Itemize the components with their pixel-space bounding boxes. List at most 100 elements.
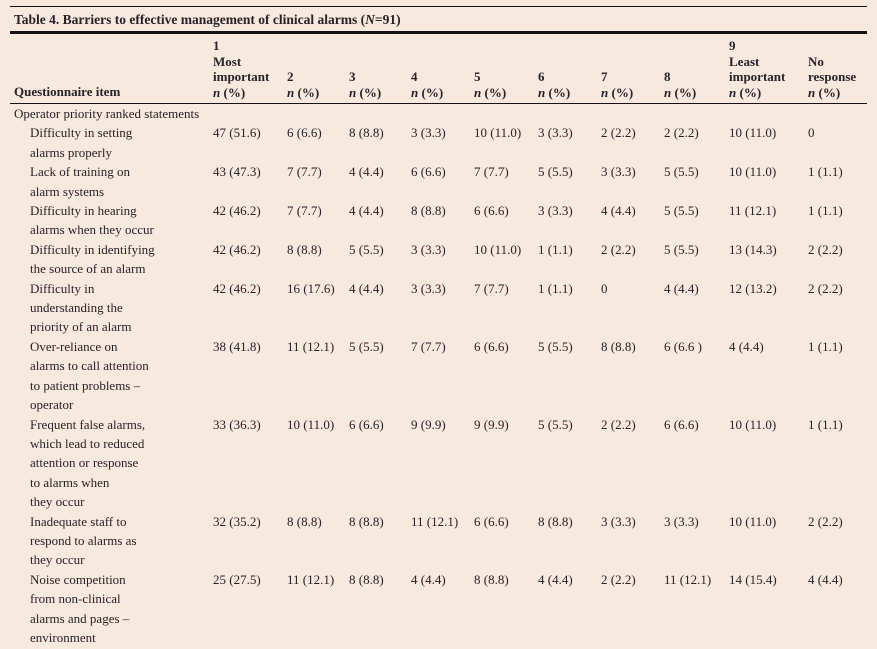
- cell-rank1: 25 (27.5): [213, 571, 261, 587]
- header-row: Questionnaire item 1 Most important n (%…: [10, 34, 867, 104]
- cell-no-response: 1 (1.1): [808, 416, 843, 432]
- cell-rank7: 2 (2.2): [601, 571, 636, 587]
- cell-rank1: 32 (35.2): [213, 513, 261, 529]
- cell-rank2: 11 (12.1): [287, 571, 335, 587]
- cell-no-response: 1 (1.1): [808, 164, 843, 180]
- cell-rank1: 42 (46.2): [213, 280, 261, 296]
- cell-rank8: 5 (5.5): [664, 241, 699, 257]
- n-pct-label: n (%): [729, 85, 806, 101]
- cell-rank4: 3 (3.3): [411, 280, 446, 296]
- cell-rank7: 0: [601, 280, 608, 296]
- questionnaire-item-label: Questionnaire item: [14, 84, 121, 99]
- table-title-suffix: =91): [374, 12, 401, 27]
- n-pct-label: n (%): [474, 85, 536, 101]
- cell-rank8: 11 (12.1): [664, 571, 712, 587]
- cell-rank8: 6 (6.6): [664, 416, 699, 432]
- cell-rank3: 4 (4.4): [349, 280, 384, 296]
- cell-rank2: 6 (6.6): [287, 125, 322, 141]
- cell-rank6: 1 (1.1): [538, 241, 573, 257]
- col-header-rank-9-least-important: 9 Least important n (%): [729, 34, 808, 104]
- cell-rank4: 6 (6.6): [411, 164, 446, 180]
- n-pct-label: n (%): [601, 85, 662, 101]
- cell-rank9: 13 (14.3): [729, 241, 777, 257]
- n-italic: n: [349, 84, 357, 100]
- cell-rank7: 3 (3.3): [601, 164, 636, 180]
- cell-no-response: 1 (1.1): [808, 203, 843, 219]
- cell-rank8: 5 (5.5): [664, 203, 699, 219]
- cell-rank9: 10 (11.0): [729, 164, 777, 180]
- table-row: Over-reliance on alarms to call attentio…: [10, 337, 867, 415]
- n-pct-label: n (%): [213, 85, 285, 101]
- rank-label: 6: [538, 69, 545, 84]
- cell-rank9: 4 (4.4): [729, 338, 764, 354]
- n-italic: n: [808, 84, 816, 100]
- col-header-rank-6: 6 n (%): [538, 34, 601, 104]
- cell-rank7: 4 (4.4): [601, 203, 636, 219]
- rank-label: 9 Least important: [729, 38, 786, 84]
- cell-rank6: 3 (3.3): [538, 125, 573, 141]
- n-pct-label: n (%): [287, 85, 347, 101]
- cell-no-response: 0: [808, 125, 815, 141]
- cell-rank7: 2 (2.2): [601, 241, 636, 257]
- n-italic: n: [287, 84, 295, 100]
- cell-rank3: 5 (5.5): [349, 241, 384, 257]
- cell-rank4: 4 (4.4): [411, 571, 446, 587]
- cell-rank4: 9 (9.9): [411, 416, 446, 432]
- table-header: Questionnaire item 1 Most important n (%…: [10, 34, 867, 104]
- pct-label: (%): [815, 84, 841, 100]
- cell-rank7: 2 (2.2): [601, 125, 636, 141]
- table-row: Frequent false alarms, which lead to red…: [10, 415, 867, 512]
- n-italic: n: [729, 84, 737, 100]
- pct-label: (%): [545, 84, 571, 100]
- cell-rank6: 3 (3.3): [538, 203, 573, 219]
- col-header-rank-2: 2 n (%): [287, 34, 349, 104]
- rank-label: 2: [287, 69, 294, 84]
- page: Table 4. Barriers to effective managemen…: [0, 6, 877, 649]
- cell-rank6: 1 (1.1): [538, 280, 573, 296]
- cell-rank7: 3 (3.3): [601, 513, 636, 529]
- pct-label: (%): [671, 84, 697, 100]
- cell-rank9: 12 (13.2): [729, 280, 777, 296]
- n-pct-label: n (%): [538, 85, 599, 101]
- cell-rank2: 7 (7.7): [287, 164, 322, 180]
- cell-rank3: 6 (6.6): [349, 416, 384, 432]
- cell-rank1: 33 (36.3): [213, 416, 261, 432]
- cell-rank1: 47 (51.6): [213, 125, 261, 141]
- table-body: Operator priority ranked statements Diff…: [10, 104, 867, 648]
- cell-no-response: 2 (2.2): [808, 241, 843, 257]
- cell-rank6: 5 (5.5): [538, 338, 573, 354]
- row-item-label: Difficulty in identifying the source of …: [30, 241, 155, 277]
- cell-no-response: 1 (1.1): [808, 338, 843, 354]
- pct-label: (%): [356, 84, 382, 100]
- cell-no-response: 4 (4.4): [808, 571, 843, 587]
- table-row: Difficulty in understanding the priority…: [10, 279, 867, 337]
- pct-label: (%): [608, 84, 634, 100]
- cell-rank4: 11 (12.1): [411, 513, 459, 529]
- cell-rank5: 6 (6.6): [474, 338, 509, 354]
- cell-rank5: 10 (11.0): [474, 241, 522, 257]
- col-header-rank-7: 7 n (%): [601, 34, 664, 104]
- table-row: Noise competition from non-clinical alar…: [10, 570, 867, 648]
- pct-label: (%): [418, 84, 444, 100]
- rank-label: 5: [474, 69, 481, 84]
- pct-label: (%): [294, 84, 320, 100]
- rank-label: 3: [349, 69, 356, 84]
- cell-rank8: 5 (5.5): [664, 164, 699, 180]
- cell-rank3: 8 (8.8): [349, 571, 384, 587]
- n-pct-label: n (%): [664, 85, 727, 101]
- cell-rank9: 10 (11.0): [729, 416, 777, 432]
- col-header-rank-5: 5 n (%): [474, 34, 538, 104]
- cell-rank4: 3 (3.3): [411, 241, 446, 257]
- table-title-prefix: Table 4. Barriers to effective managemen…: [14, 12, 366, 27]
- n-italic: n: [411, 84, 419, 100]
- cell-rank3: 5 (5.5): [349, 338, 384, 354]
- cell-rank3: 4 (4.4): [349, 203, 384, 219]
- cell-rank4: 7 (7.7): [411, 338, 446, 354]
- pct-label: (%): [220, 84, 246, 100]
- row-item-label: Frequent false alarms, which lead to red…: [30, 416, 146, 510]
- cell-rank6: 4 (4.4): [538, 571, 573, 587]
- cell-rank6: 5 (5.5): [538, 164, 573, 180]
- cell-rank2: 8 (8.8): [287, 513, 322, 529]
- table-title-n-italic: N: [365, 12, 375, 27]
- cell-rank5: 8 (8.8): [474, 571, 509, 587]
